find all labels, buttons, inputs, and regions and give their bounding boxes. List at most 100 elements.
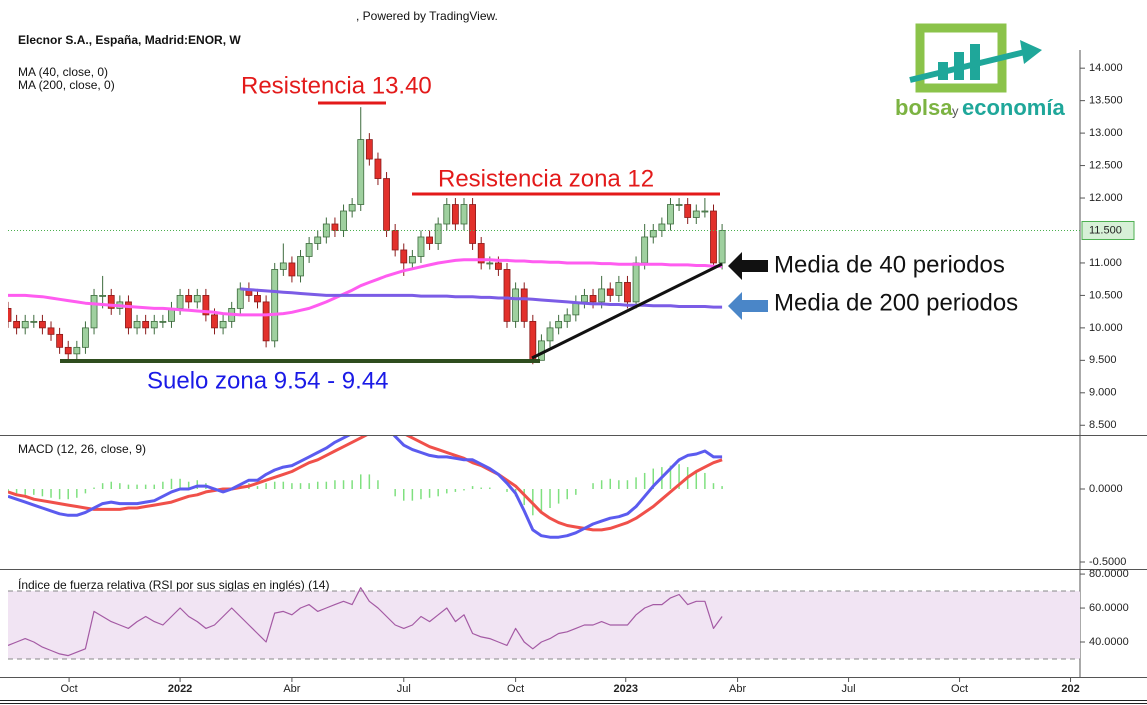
candle-body	[262, 301, 270, 342]
candle-body	[606, 288, 614, 296]
candle-body	[641, 236, 649, 264]
candle-body	[39, 320, 46, 329]
annotation: Resistencia zona 12	[438, 165, 654, 192]
y-tick-label: 8.500	[1089, 419, 1117, 431]
candle-body	[667, 204, 674, 225]
trend-line	[531, 262, 723, 360]
candle-body	[520, 288, 528, 322]
annotation: Suelo zona 9.54 - 9.44	[147, 367, 389, 394]
y-tick-label: 9.000	[1089, 387, 1117, 399]
candle-body	[90, 295, 98, 329]
y-tick-label: 12.500	[1089, 159, 1123, 171]
candle-body	[477, 243, 485, 264]
candle-body	[219, 320, 227, 329]
candle-body	[374, 158, 382, 179]
candle-body	[598, 288, 606, 303]
last-price-box	[1081, 220, 1135, 240]
y-tick-label: 14.000	[1089, 62, 1123, 74]
candle-body	[176, 295, 184, 309]
symbol-title: Elecnor S.A., España, Madrid:ENOR, W	[18, 33, 241, 47]
candle-body	[236, 288, 244, 309]
candle-body	[718, 230, 726, 264]
legend-entry: MA (200, close, 0)	[18, 78, 115, 92]
x-tick-label: Jul	[397, 683, 411, 695]
candle-body	[675, 204, 683, 206]
candle-body	[8, 307, 12, 322]
x-tick-label: Abr	[729, 683, 746, 695]
candle-body	[297, 256, 304, 277]
indicator-line	[8, 436, 723, 532]
candle-body	[185, 295, 193, 303]
candle-body	[529, 320, 537, 361]
candle-body	[271, 269, 279, 342]
candle-body	[546, 327, 554, 342]
candle-body	[365, 139, 373, 160]
logo-text: bolsa	[895, 95, 953, 120]
candle-body	[150, 320, 158, 329]
candle-body	[279, 262, 287, 270]
y-tick-label: -0.5000	[1089, 556, 1126, 568]
x-tick-label: Jul	[842, 683, 856, 695]
candle-body	[288, 262, 296, 277]
x-tick-label: Abr	[283, 683, 300, 695]
candle-body	[56, 333, 64, 348]
y-tick-label: 11.000	[1089, 257, 1122, 269]
candle-body	[684, 204, 692, 218]
candle-body	[408, 256, 416, 264]
candle-body	[357, 139, 365, 205]
arrow	[728, 252, 768, 280]
candle-body	[383, 178, 390, 231]
candle-body	[107, 295, 115, 309]
candle-body	[710, 210, 717, 264]
candle-body	[142, 320, 150, 329]
y-tick-label: 10.000	[1089, 322, 1123, 334]
candle-body	[426, 236, 433, 244]
candle-body	[340, 210, 347, 231]
candle-body	[434, 223, 442, 244]
panel-title: Índice de fuerza relativa (RSI por sus s…	[18, 577, 329, 592]
logo: bolsa y economía	[895, 23, 1065, 120]
candle-body	[538, 340, 545, 361]
candle-body	[133, 320, 141, 329]
logo-text: economía	[962, 95, 1065, 120]
candle-body	[305, 243, 313, 257]
candle-body	[125, 301, 132, 329]
x-tick-label: Oct	[951, 683, 968, 695]
candle-body	[555, 320, 563, 329]
logo-text: y	[952, 103, 959, 118]
x-tick-label: Oct	[507, 683, 524, 695]
candle-body	[494, 262, 502, 270]
candle-body	[649, 230, 657, 238]
candle-body	[701, 210, 709, 213]
candle-body	[193, 295, 201, 303]
y-tick-label: 40.0000	[1089, 636, 1129, 648]
candle-body	[563, 314, 571, 322]
candle-body	[692, 210, 700, 218]
candle-body	[615, 282, 623, 296]
annotation: Media de 200 periodos	[774, 289, 1018, 316]
panel	[8, 107, 1080, 365]
y-tick-label: 60.0000	[1089, 602, 1129, 614]
candle-body	[47, 327, 55, 335]
x-tick-label: 2023	[613, 683, 637, 695]
arrow	[728, 292, 768, 320]
candle-body	[159, 320, 167, 323]
y-tick-label: 9.500	[1089, 354, 1117, 366]
indicator-line	[8, 587, 723, 657]
last-price-label: 11.500	[1089, 224, 1122, 236]
candle-body	[624, 282, 631, 303]
candle-body	[30, 320, 38, 323]
annotation: Resistencia 13.40	[241, 72, 432, 99]
candle-body	[73, 346, 81, 355]
x-tick-label: Oct	[61, 683, 78, 695]
candle-body	[211, 314, 218, 329]
candle-body	[469, 204, 477, 244]
candle-body	[443, 204, 451, 225]
candle-body	[486, 262, 494, 265]
candle-body	[460, 204, 468, 225]
panel-title: MACD (12, 26, close, 9)	[18, 442, 146, 456]
candle-body	[21, 320, 29, 329]
legend-entry: MA (40, close, 0)	[18, 65, 108, 79]
